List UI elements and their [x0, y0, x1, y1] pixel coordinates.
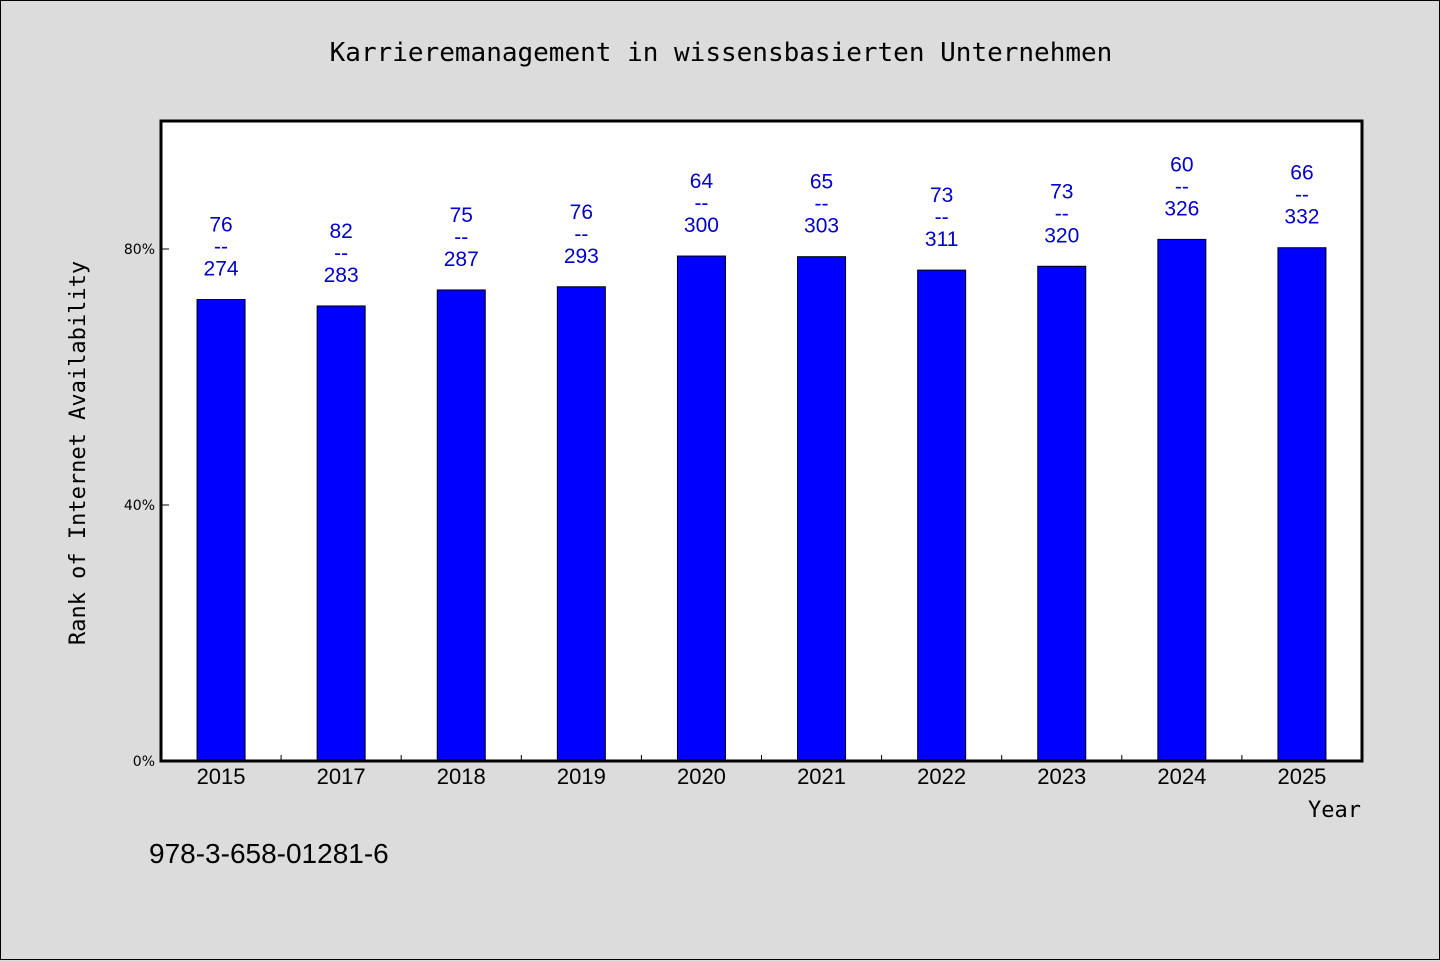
data-label-2024-top: 60: [1170, 153, 1193, 176]
data-label-2018-bottom: 287: [444, 248, 479, 271]
bar-2022: [917, 269, 967, 762]
isbn-label: 978-3-658-01281-6: [149, 838, 389, 869]
x-tick-label-2021: 2021: [797, 764, 846, 789]
data-label-2023-bottom: 320: [1044, 224, 1079, 247]
bars-layer: 76--27482--28375--28776--29364--30065--3…: [196, 153, 1327, 762]
chart-title: Karrieremanagement in wissensbasierten U…: [330, 38, 1113, 68]
data-label-2017-sep: --: [334, 242, 348, 265]
data-label-2025-top: 66: [1290, 162, 1313, 185]
x-tick-label-2024: 2024: [1157, 764, 1206, 789]
data-label-2019-bottom: 293: [564, 245, 599, 268]
y-tick-label-40: 40%: [124, 498, 155, 514]
bar-2019: [556, 286, 606, 762]
data-label-2022-sep: --: [935, 206, 949, 229]
data-label-2024-bottom: 326: [1164, 197, 1199, 220]
data-label-2022-top: 73: [930, 184, 953, 207]
data-label-2025-bottom: 332: [1284, 206, 1319, 229]
data-label-2020-bottom: 300: [684, 214, 719, 237]
x-axis: 2015 2017 2018 2019 2020 2021 2022 2023 2024 2025: [197, 755, 1326, 789]
bar-2023: [1037, 265, 1087, 762]
bar-2025: [1277, 247, 1327, 762]
y-axis-title: Rank of Internet Availability: [66, 261, 91, 645]
data-label-2022-bottom: 311: [925, 228, 958, 251]
x-tick-label-2020: 2020: [677, 764, 726, 789]
y-axis: 0% 40% 80%: [124, 242, 169, 770]
bar-2020: [676, 255, 726, 762]
data-label-2025-sep: --: [1295, 184, 1309, 207]
bar-2018: [436, 289, 486, 762]
data-label-2017-bottom: 283: [324, 264, 359, 287]
x-tick-label-2019: 2019: [557, 764, 606, 789]
data-label-2018-sep: --: [454, 226, 468, 249]
data-label-2019-top: 76: [570, 201, 593, 224]
data-label-2021-top: 65: [810, 171, 833, 194]
bar-2021: [797, 256, 847, 762]
data-label-2019-sep: --: [574, 223, 588, 246]
data-label-2023-top: 73: [1050, 180, 1073, 203]
data-label-2020-sep: --: [694, 192, 708, 215]
data-label-2018-top: 75: [450, 204, 473, 227]
x-tick-label-2018: 2018: [437, 764, 486, 789]
data-label-2015-sep: --: [214, 236, 228, 259]
data-label-2015-bottom: 274: [204, 258, 239, 281]
bar-2024: [1157, 238, 1207, 762]
data-label-2017-top: 82: [329, 220, 352, 243]
bar-2015: [196, 299, 246, 762]
bar-2017: [316, 305, 366, 762]
data-label-2021-bottom: 303: [804, 215, 839, 238]
x-axis-title: Year: [1308, 798, 1361, 823]
x-tick-label-2017: 2017: [317, 764, 366, 789]
y-tick-label-80: 80%: [124, 242, 155, 258]
x-tick-label-2022: 2022: [917, 764, 966, 789]
x-tick-label-2015: 2015: [197, 764, 246, 789]
data-label-2023-sep: --: [1055, 202, 1069, 225]
y-tick-label-0: 0%: [133, 754, 155, 770]
data-label-2020-top: 64: [690, 170, 714, 193]
data-label-2015-top: 76: [209, 214, 232, 237]
data-label-2024-sep: --: [1175, 175, 1189, 198]
x-tick-label-2025: 2025: [1277, 764, 1326, 789]
x-tick-label-2023: 2023: [1037, 764, 1086, 789]
data-label-2021-sep: --: [815, 193, 829, 216]
